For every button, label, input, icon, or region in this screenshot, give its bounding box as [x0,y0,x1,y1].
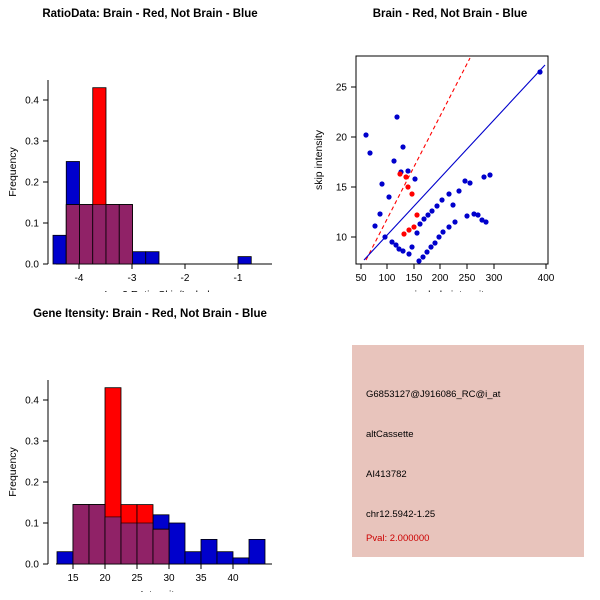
svg-text:0.4: 0.4 [25,396,39,407]
scatter-points-red [397,171,420,237]
gene-histogram-ylabel: Frequency [7,446,19,496]
svg-text:0.0: 0.0 [25,560,39,571]
svg-text:50: 50 [355,273,367,284]
svg-text:0.2: 0.2 [25,478,39,489]
event-type: altCassette [366,429,414,440]
svg-text:35: 35 [195,573,207,584]
ratio-histogram-xlabel: Log2 Ratio Skip/Include [105,289,216,292]
ratio-histogram-title: RatioData: Brain - Red, Not Brain - Blue [42,8,258,20]
ratio-histogram-plot: 0.0 0.1 0.2 0.3 0.4 Frequency -4 -3 -2 -… [7,80,272,292]
svg-text:-3: -3 [128,273,137,284]
svg-text:25: 25 [131,573,143,584]
panel-scatter: Brain - Red, Not Brain - Blue 10 15 20 2… [300,8,600,300]
svg-text:20: 20 [99,573,111,584]
svg-text:15: 15 [336,183,348,194]
svg-text:10: 10 [336,233,348,244]
panel-gene-histogram: Gene Itensity: Brain - Red, Not Brain - … [0,308,300,600]
svg-text:200: 200 [432,273,449,284]
scatter-blue-fit-line [363,64,546,261]
svg-text:0.3: 0.3 [25,437,39,448]
annotation-info-box: G6853127@J916086_RC@i_at altCassette AI4… [352,345,584,557]
svg-text:25: 25 [336,83,348,94]
svg-text:0.4: 0.4 [25,96,39,107]
panel-ratio-histogram: RatioData: Brain - Red, Not Brain - Blue… [0,8,300,300]
svg-text:0.2: 0.2 [25,178,39,189]
svg-text:0.1: 0.1 [25,219,39,230]
svg-text:0.0: 0.0 [25,260,39,271]
svg-text:20: 20 [336,133,348,144]
genomic-location: chr12.5942-1.25 [366,509,436,520]
gene-histogram-xlabel: Intensity [140,589,180,592]
accession-id: AI413782 [366,469,407,480]
scatter-points-blue [363,69,543,264]
svg-text:-2: -2 [181,273,190,284]
scatter-red-fit-line [365,57,471,261]
svg-text:40: 40 [227,573,239,584]
svg-text:0.3: 0.3 [25,137,39,148]
gene-hist-overlap [72,504,170,565]
gene-histogram-plot: 0.0 0.1 0.2 0.3 0.4 Frequency 15 20 25 3… [7,380,272,592]
scatter-plot: 10 15 20 25 skip intensity 50 100 150 20… [313,55,555,292]
svg-text:150: 150 [406,273,423,284]
svg-text:-4: -4 [75,273,84,284]
svg-text:15: 15 [67,573,79,584]
svg-text:250: 250 [459,273,476,284]
svg-text:30: 30 [163,573,175,584]
svg-text:0.1: 0.1 [25,519,39,530]
scatter-xlabel: include intensity [415,289,490,292]
gene-histogram-title: Gene Itensity: Brain - Red, Not Brain - … [33,308,267,320]
svg-text:300: 300 [486,273,503,284]
scatter-ylabel: skip intensity [313,129,325,190]
svg-text:400: 400 [538,273,555,284]
pvalue-label: Pval: 2.000000 [366,533,430,544]
probeset-id: G6853127@J916086_RC@i_at [366,389,501,400]
svg-text:100: 100 [379,273,396,284]
scatter-title: Brain - Red, Not Brain - Blue [372,8,528,20]
svg-text:-1: -1 [234,273,243,284]
ratio-hist-overlap [65,204,133,265]
ratio-histogram-ylabel: Frequency [7,146,19,196]
